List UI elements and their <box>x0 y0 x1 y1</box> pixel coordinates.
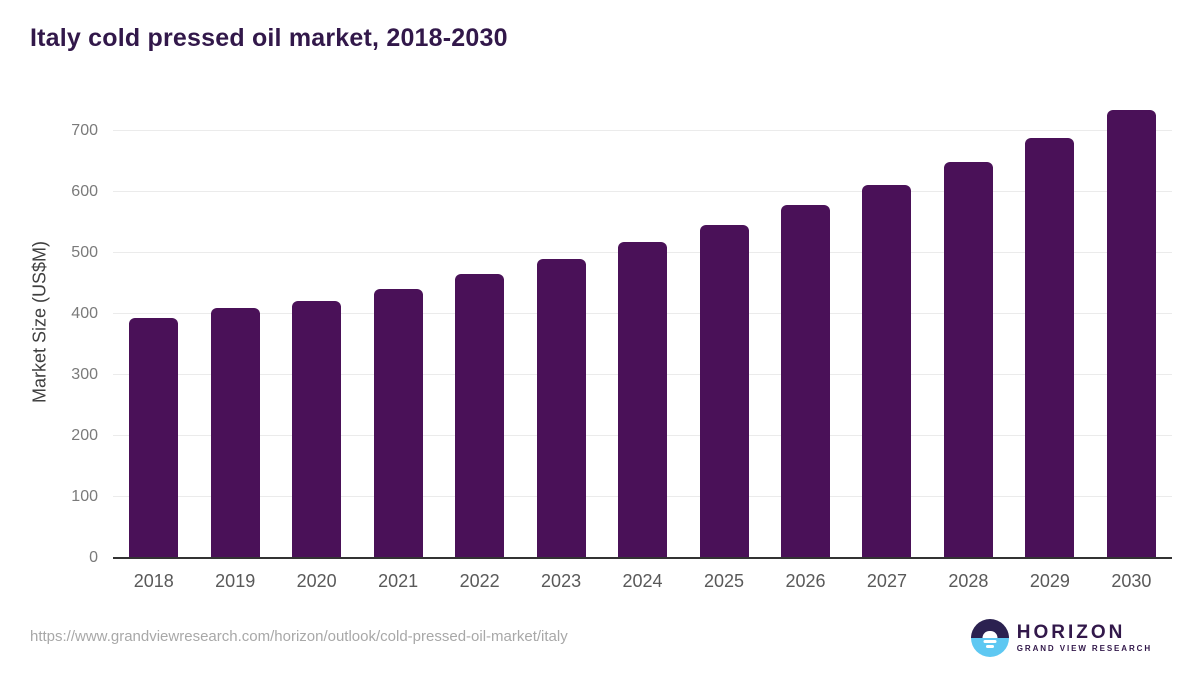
y-tick-label: 400 <box>71 305 98 323</box>
bar-slot <box>194 90 275 558</box>
bar-2027 <box>862 185 912 558</box>
bar-slot <box>765 90 846 558</box>
x-tick-label: 2018 <box>133 571 174 591</box>
y-tick-label: 500 <box>71 244 98 262</box>
y-tick-label: 600 <box>71 183 98 201</box>
x-tick-label: 2028 <box>948 571 989 591</box>
source-url: https://www.grandviewresearch.com/horizo… <box>30 628 568 645</box>
x-axis-labels: 2018 2019 2020 2021 2022 2023 2024 2025 2026 2027… <box>113 571 1172 592</box>
y-axis-title: Market Size (US$M) <box>29 240 50 404</box>
bar-slot <box>113 90 194 558</box>
logo-sub-brand-name: GRAND VIEW RESEARCH <box>1016 644 1152 653</box>
y-tick-label: 200 <box>71 427 98 445</box>
bar-2020 <box>292 300 342 558</box>
y-tick-label: 700 <box>71 122 98 140</box>
bar-slot <box>520 90 601 558</box>
bar-slot <box>1091 90 1172 558</box>
logo-reflection-line <box>983 640 997 643</box>
bar-slot <box>928 90 1009 558</box>
bar-slot <box>602 90 683 558</box>
bar-2030 <box>1106 110 1156 558</box>
x-tick-label: 2024 <box>622 571 663 591</box>
y-tick-label: 100 <box>71 488 98 506</box>
x-tick-label: 2029 <box>1029 571 1070 591</box>
bar-2026 <box>780 205 830 558</box>
bar-slot <box>276 90 357 558</box>
x-tick-label: 2030 <box>1111 571 1152 591</box>
bar-2028 <box>943 161 993 558</box>
bar-chart-plot-area: 0 100 200 300 400 500 600 700 2018 2019 2020 2021 2… <box>71 90 1172 591</box>
horizon-logo-icon <box>970 619 1009 657</box>
bar-2018 <box>129 317 179 558</box>
x-tick-label: 2019 <box>215 571 256 591</box>
bar-slot <box>439 90 520 558</box>
logo-sky-half <box>970 619 1009 638</box>
x-tick-label: 2025 <box>703 571 745 591</box>
bar-2021 <box>373 288 423 558</box>
bars <box>113 90 1172 558</box>
bar-slot <box>683 90 764 558</box>
chart-title: Italy cold pressed oil market, 2018-2030 <box>30 24 508 52</box>
bar-slot <box>846 90 927 558</box>
x-tick-label: 2021 <box>378 571 419 591</box>
bar-2024 <box>618 242 668 558</box>
x-tick-label: 2022 <box>459 571 500 591</box>
y-tick-label: 0 <box>89 549 98 566</box>
horizon-logo: HORIZON GRAND VIEW RESEARCH <box>970 619 1152 657</box>
gridline <box>113 191 1172 193</box>
bar-2019 <box>210 308 260 558</box>
x-tick-label: 2023 <box>541 571 582 591</box>
bar-2029 <box>1025 137 1075 558</box>
x-tick-label: 2020 <box>296 571 337 591</box>
bar-2022 <box>455 274 505 558</box>
y-tick-label: 300 <box>71 366 98 384</box>
bar-2023 <box>536 259 586 558</box>
x-tick-label: 2027 <box>866 571 907 591</box>
logo-brand-name: HORIZON <box>1016 622 1126 643</box>
bar-2025 <box>699 224 749 558</box>
logo-reflection-line <box>985 645 994 648</box>
bar-slot <box>1009 90 1090 558</box>
logo-sun-icon <box>982 631 998 638</box>
x-axis-line <box>113 557 1172 559</box>
bar-slot <box>357 90 438 558</box>
gridline <box>113 130 1172 132</box>
x-tick-label: 2026 <box>785 571 826 591</box>
logo-text: HORIZON GRAND VIEW RESEARCH <box>1017 623 1152 653</box>
